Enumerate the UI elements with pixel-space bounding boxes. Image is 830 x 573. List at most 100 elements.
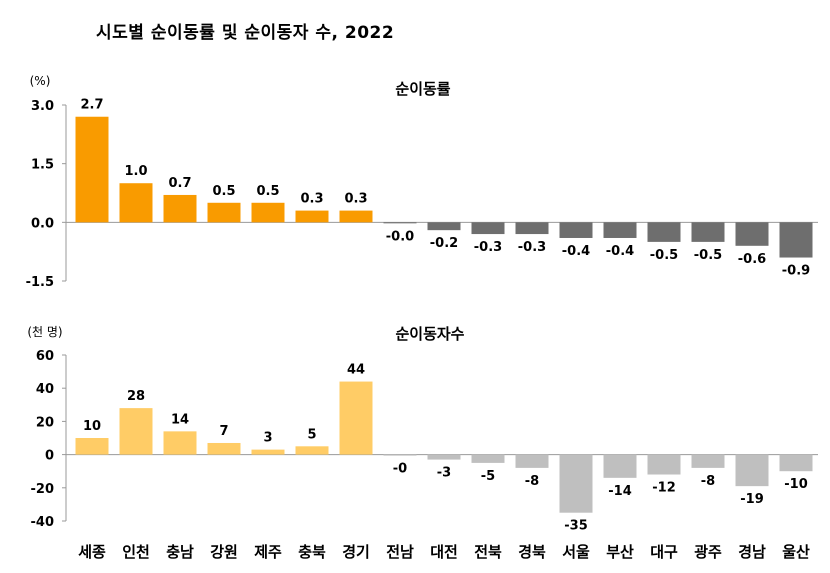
rate-data-label: -0.0 [386,229,414,244]
x-category-label: 인천 [122,543,150,561]
count-bar-17 [779,454,813,472]
rate-bar-17 [779,222,813,258]
x-category-label: 대전 [430,543,458,561]
main-title: 시도별 순이동률 및 순이동자 수, 2022 [96,23,395,43]
rate-bar-10 [471,222,505,235]
count-y-tick-label: 0 [45,449,54,464]
rate-data-label: 0.3 [300,192,323,207]
count-data-label: 7 [219,424,228,439]
rate-bar-11 [515,222,549,235]
count-data-label: -8 [525,474,539,489]
count-bar-13 [603,454,637,478]
x-category-label: 대구 [650,543,678,561]
count-data-label: 5 [307,427,316,442]
count-bar-9 [427,454,461,460]
rate-y-tick-label: 1.5 [31,158,54,173]
count-data-label: 28 [127,389,145,404]
rate-bar-13 [603,222,637,238]
rate-data-label: 2.7 [80,98,103,113]
count-bar-14 [647,454,681,475]
net-migrants-chart: (천 명) 순이동자수 60 40 20 0 -20 -40 10 28 14 7 3 5 44 -0 -3… [27,324,818,534]
rate-data-label: 0.7 [168,176,191,191]
rate-bar-4 [207,202,241,223]
count-data-label: -3 [437,466,451,481]
rate-bar-6 [295,210,329,223]
rate-unit-label: (%) [30,74,51,88]
count-bar-15 [691,454,725,468]
count-bar-3 [163,431,197,455]
count-bar-16 [735,454,769,487]
x-category-label: 전북 [474,543,502,561]
x-category-label: 부산 [606,543,634,561]
rate-bar-2 [119,183,153,223]
rate-data-label: -0.5 [694,248,722,263]
x-category-label: 경남 [738,543,766,561]
count-bar-7 [339,381,373,455]
count-bar-1 [75,438,109,455]
x-category-label: 서울 [562,543,590,561]
rate-bar-8 [383,222,417,224]
x-category-label: 광주 [694,543,722,561]
x-category-label: 충북 [298,543,326,561]
count-data-label: 14 [171,412,189,427]
rate-data-label: -0.4 [562,244,590,259]
count-data-label: -12 [652,481,676,496]
count-bar-8 [383,454,417,456]
rate-bar-12 [559,222,593,238]
count-data-label: -35 [564,519,588,534]
count-data-label: 10 [83,419,101,434]
count-data-label: 3 [263,431,272,446]
x-category-label: 울산 [782,543,810,561]
count-bar-10 [471,454,505,463]
rate-bar-14 [647,222,681,242]
rate-bar-9 [427,222,461,231]
rate-data-label: 0.5 [212,184,235,199]
count-data-label: -19 [740,492,764,507]
rate-data-label: -0.3 [474,240,502,255]
count-y-tick-label: -40 [31,515,55,530]
rate-data-label: -0.6 [738,252,766,267]
rate-bar-5 [251,202,285,223]
count-data-label: -14 [608,484,632,499]
x-category-label: 세종 [78,543,106,561]
x-category-label: 강원 [210,543,238,561]
rate-y-tick-label: 0.0 [31,216,54,231]
count-data-label: -8 [701,474,715,489]
rate-bar-15 [691,222,725,242]
x-category-label: 전남 [386,543,414,561]
x-axis-category-labels: 세종 인천 충남 강원 제주 충북 경기 전남 대전 전북 경북 서울 부산 대구 광주 경남 울산 [78,543,810,561]
rate-bar-7 [339,210,373,223]
count-bar-4 [207,442,241,455]
rate-data-label: 0.5 [256,184,279,199]
count-bar-11 [515,454,549,468]
count-chart-title: 순이동자수 [395,325,464,343]
rate-data-label: -0.9 [782,264,810,279]
rate-data-label: 1.0 [124,164,147,179]
count-bar-5 [251,449,285,455]
rate-bar-3 [163,194,197,223]
rate-data-label: 0.3 [344,192,367,207]
rate-data-label: -0.5 [650,248,678,263]
count-unit-label: (천 명) [27,324,62,339]
count-data-label: -5 [481,469,495,484]
count-bar-12 [559,454,593,513]
count-data-label: -0 [393,462,407,477]
count-y-tick-label: -20 [31,482,55,497]
count-bar-6 [295,446,329,455]
count-y-tick-label: 20 [36,415,54,430]
count-y-tick-label: 40 [36,382,54,397]
x-category-label: 경기 [342,543,370,561]
x-category-label: 충남 [166,543,194,561]
rate-chart-title: 순이동률 [395,80,450,98]
rate-bar-1 [75,116,109,223]
net-migration-rate-chart: (%) 순이동률 3.0 1.5 0.0 -1.5 2.7 1.0 0.7 0.5 0.5 0.3… [26,74,818,290]
rate-bar-16 [735,222,769,246]
x-category-label: 제주 [254,543,282,561]
x-category-label: 경북 [518,543,546,561]
rate-data-label: -0.3 [518,240,546,255]
count-data-label: -10 [784,477,808,492]
count-bar-2 [119,408,153,455]
rate-data-label: -0.4 [606,244,634,259]
rate-data-label: -0.2 [430,236,458,251]
